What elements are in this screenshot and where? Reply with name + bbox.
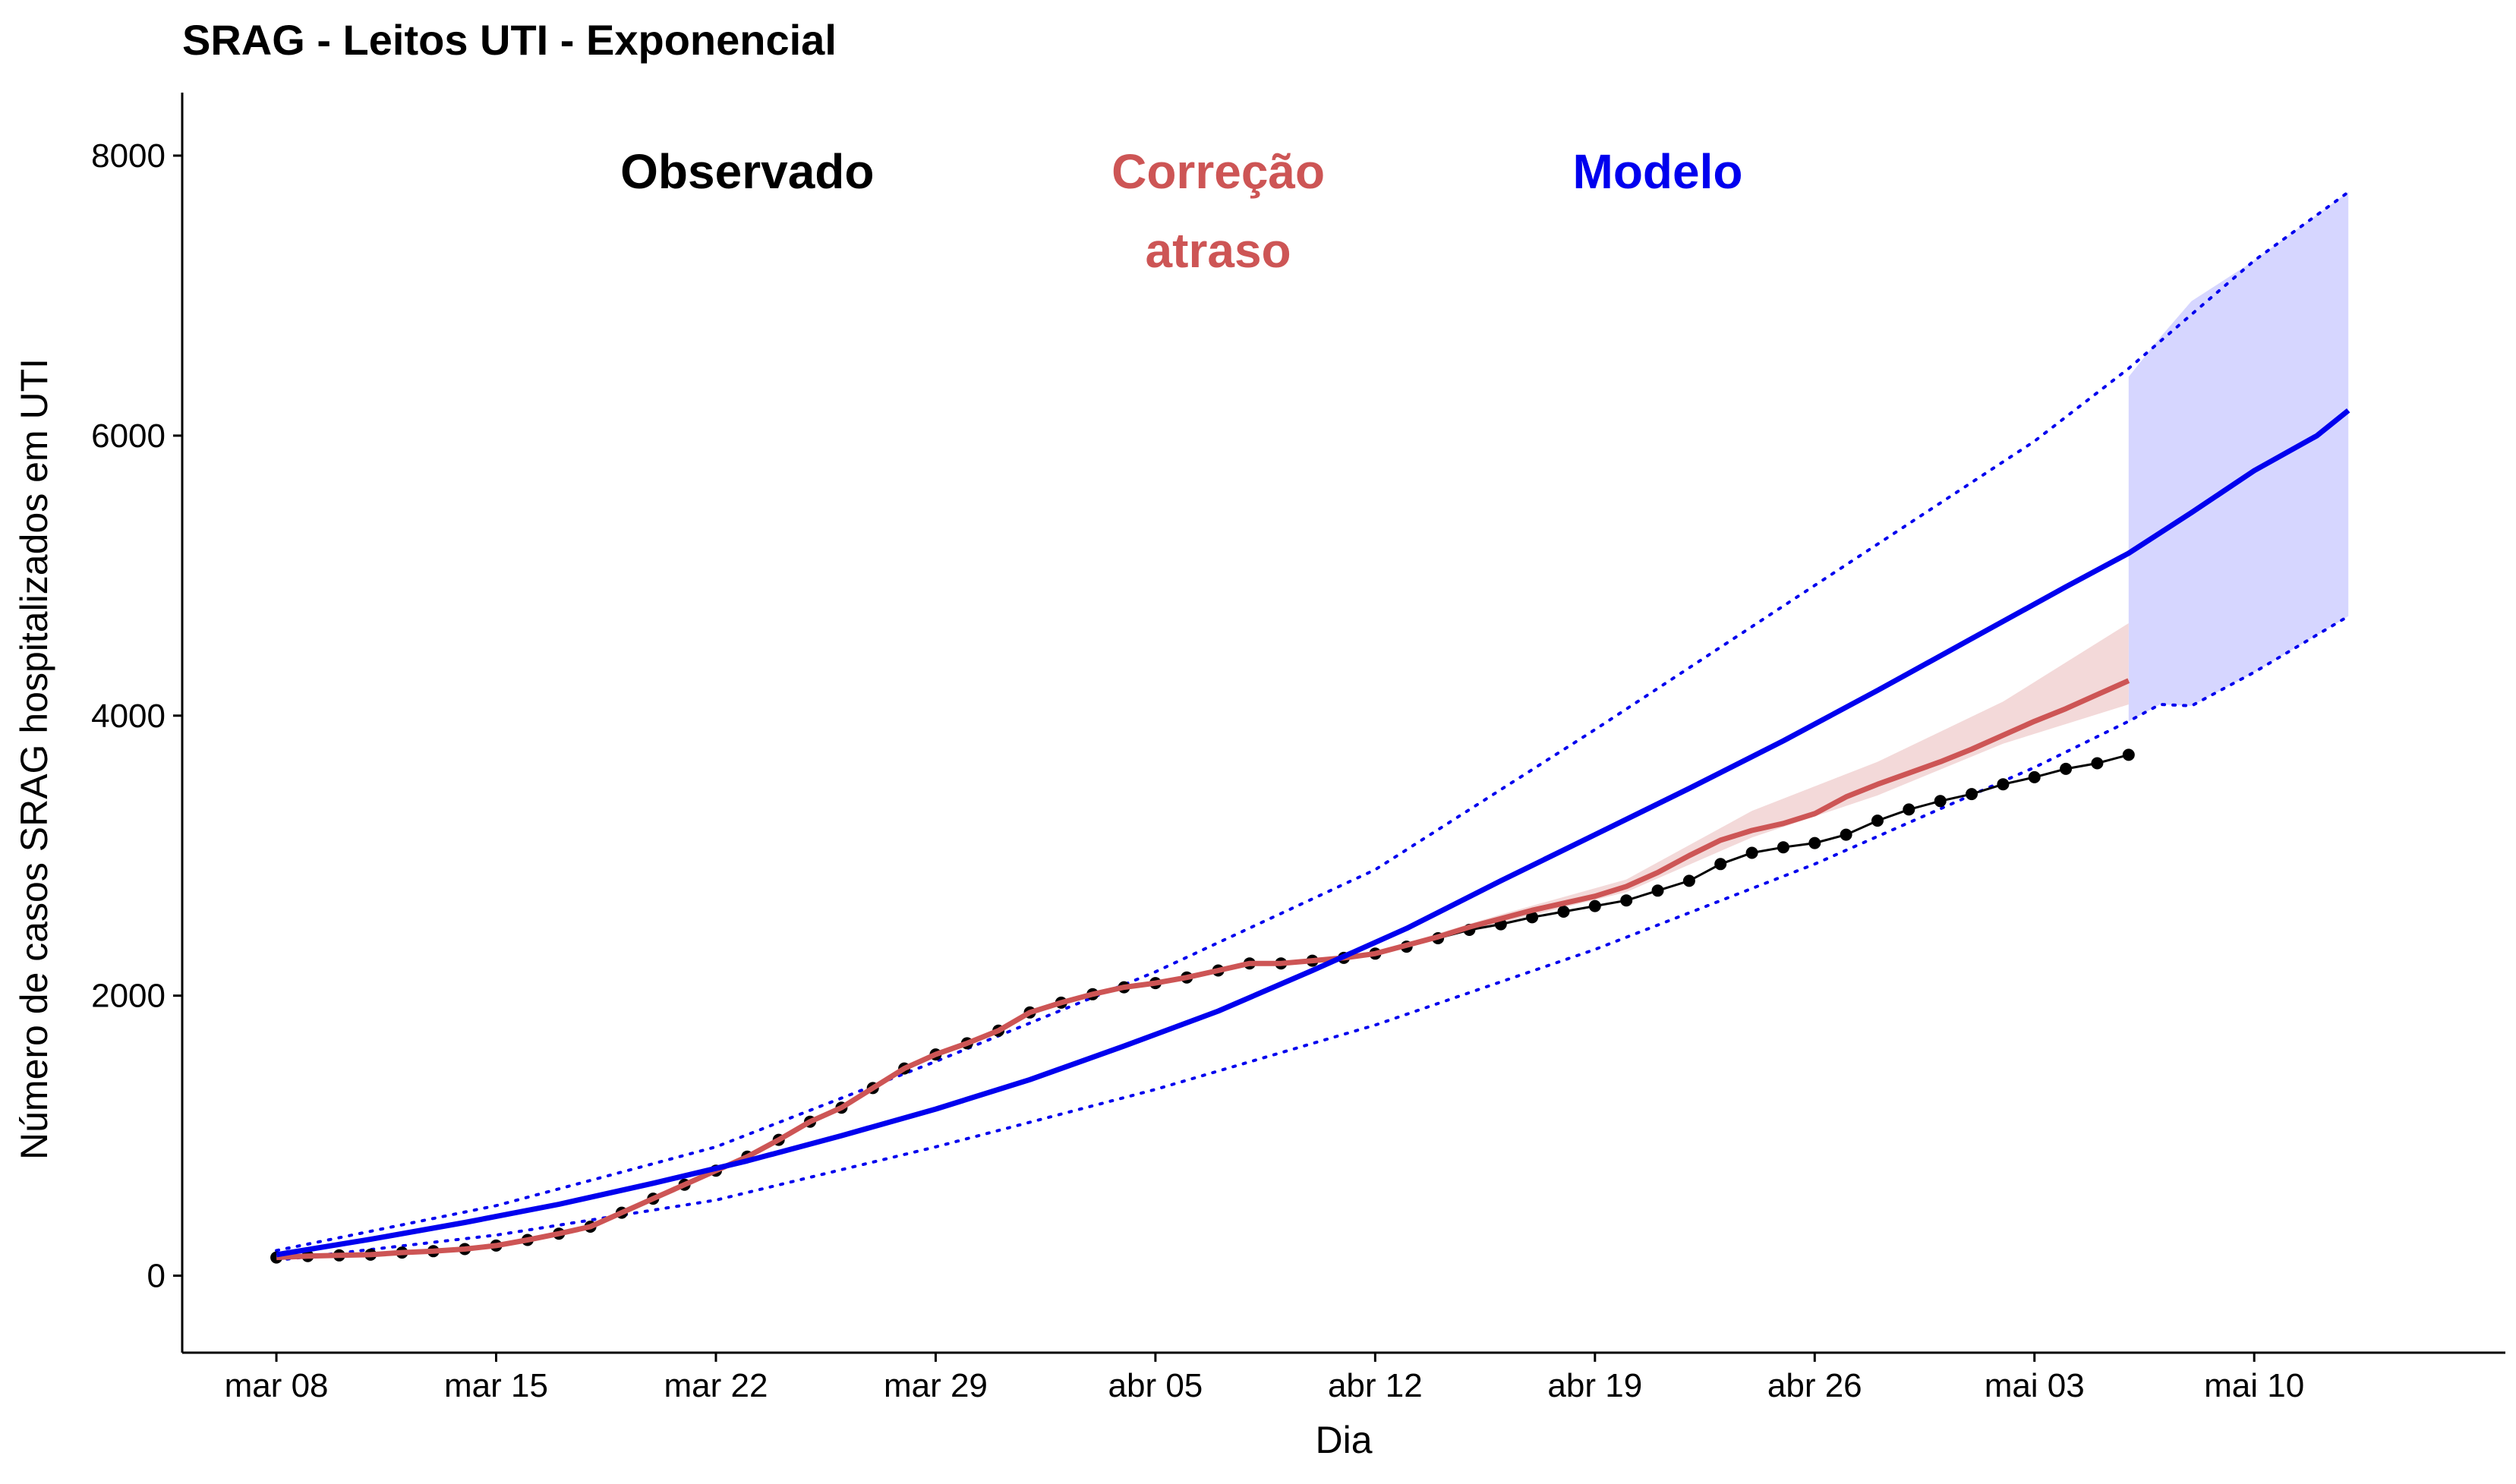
- x-tick-label: mar 08: [225, 1367, 329, 1404]
- x-tick-label: mar 15: [444, 1367, 548, 1404]
- observed-point: [2028, 770, 2041, 783]
- model-upper-bound-line: [275, 191, 2350, 1252]
- x-tick-label: abr 26: [1767, 1367, 1862, 1404]
- y-axis-title: Número de casos SRAG hospitalizados em U…: [13, 358, 55, 1160]
- observed-point: [1840, 828, 1852, 841]
- x-tick-label: mai 10: [2204, 1367, 2304, 1404]
- model-series-line: [276, 408, 2350, 1258]
- observed-point: [1714, 858, 1727, 871]
- observed-point: [1903, 803, 1915, 816]
- y-tick-label: 8000: [91, 137, 166, 175]
- observed-point: [1682, 874, 1695, 887]
- observed-point: [1808, 837, 1821, 849]
- x-tick-label: mar 29: [884, 1367, 988, 1404]
- y-tick-label: 6000: [91, 417, 166, 455]
- observed-point: [1651, 884, 1664, 897]
- y-tick-label: 0: [147, 1258, 166, 1295]
- x-tick-label: abr 12: [1328, 1367, 1423, 1404]
- observed-point: [1871, 814, 1884, 827]
- observed-point: [2122, 748, 2135, 761]
- annotation-line: Observado: [620, 144, 874, 199]
- x-tick-label: mai 03: [1985, 1367, 2085, 1404]
- observed-point: [2091, 757, 2104, 770]
- x-tick-label: abr 05: [1108, 1367, 1203, 1404]
- annotation-line: Correção: [1111, 144, 1325, 199]
- model-lower-bound-line: [275, 614, 2350, 1262]
- x-tick-label: abr 19: [1547, 1367, 1642, 1404]
- axes: 0 2000 4000 6000 8000 mar 08 mar 15 mar 22 mar 2…: [91, 93, 2505, 1404]
- y-tick-label: 2000: [91, 978, 166, 1015]
- annotation-line: atraso: [1146, 223, 1291, 278]
- annotations: Observado Correção atraso Modelo: [620, 144, 1742, 278]
- observed-point: [1777, 841, 1789, 854]
- corrected-interval-band: [1375, 623, 2129, 954]
- observed-point: [1934, 795, 1947, 808]
- observed-point: [1620, 894, 1633, 907]
- observed-point: [1997, 778, 2010, 791]
- x-tick-label: mar 22: [664, 1367, 768, 1404]
- plot-area: [270, 191, 2350, 1264]
- annotation-label: Modelo: [1573, 144, 1743, 199]
- observed-point: [1557, 906, 1570, 918]
- observed-point: [1588, 900, 1601, 912]
- annotation-line: Modelo: [1573, 144, 1743, 199]
- observed-point: [2060, 762, 2073, 775]
- observed-point: [1966, 788, 1978, 801]
- y-tick-label: 4000: [91, 698, 166, 735]
- chart-title: SRAG - Leitos UTI - Exponencial: [182, 16, 837, 64]
- observed-point: [1526, 911, 1539, 924]
- annotation-label: Observado: [620, 144, 874, 199]
- model-interval-band: [2128, 192, 2349, 722]
- annotation-label: Correção atraso: [1111, 144, 1325, 278]
- x-axis-title: Dia: [1315, 1419, 1372, 1461]
- observed-point: [1745, 846, 1758, 859]
- corrected-series-line: [276, 678, 2130, 1261]
- observed-series-line: [276, 753, 2130, 1259]
